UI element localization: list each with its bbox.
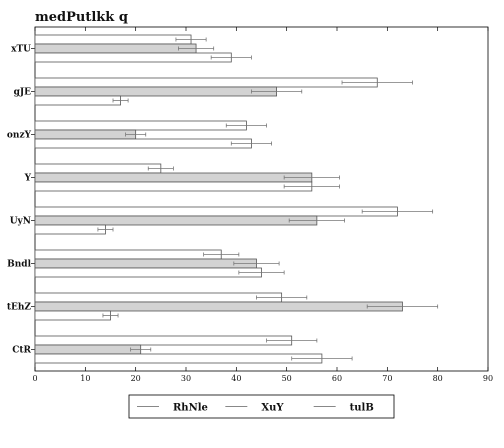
legend-label-XuY: XuY <box>261 403 284 414</box>
category-label: xTU <box>11 45 31 55</box>
bar-tulB <box>35 182 312 191</box>
bar-tulB <box>35 268 262 277</box>
category-label: Bndl <box>7 260 31 270</box>
x-tick-label: 20 <box>131 374 141 383</box>
legend-label-RhNle: RhNle <box>173 403 208 414</box>
category-label: onzY <box>7 131 32 141</box>
bar-RhNle <box>35 207 397 216</box>
bar-XuY <box>35 173 312 182</box>
bar-RhNle <box>35 35 191 44</box>
chart-title: medPutlkk q <box>35 10 128 25</box>
category-label: UyN <box>10 217 31 227</box>
category-label: CtR <box>12 346 31 356</box>
x-tick-label: 0 <box>32 374 37 383</box>
bar-tulB <box>35 53 231 62</box>
x-tick-label: 60 <box>332 374 342 383</box>
bar-XuY <box>35 216 317 225</box>
x-tick-label: 70 <box>382 374 392 383</box>
bar-XuY <box>35 130 136 139</box>
bar-XuY <box>35 44 196 53</box>
bar-RhNle <box>35 336 292 345</box>
bar-RhNle <box>35 78 377 87</box>
legend-label-tulB: tulB <box>350 403 374 414</box>
bar-XuY <box>35 259 256 268</box>
category-label: tEhZ <box>7 303 32 313</box>
bar-RhNle <box>35 164 161 173</box>
bar-tulB <box>35 354 322 363</box>
bar-tulB <box>35 225 105 234</box>
bar-RhNle <box>35 250 221 259</box>
bar-XuY <box>35 302 402 311</box>
bar-RhNle <box>35 121 246 130</box>
bar-tulB <box>35 139 251 148</box>
plot-area: 0 10 20 30 40 50 60 70 80 90 xTU gJE onzY Y UyN Bndl tEh… <box>7 27 493 383</box>
bar-tulB <box>35 96 121 105</box>
x-tick-label: 80 <box>433 374 443 383</box>
x-tick-label: 30 <box>181 374 191 383</box>
bar-XuY <box>35 87 277 96</box>
x-tick-label: 90 <box>483 374 493 383</box>
x-tick-label: 50 <box>282 374 292 383</box>
x-tick-label: 40 <box>231 374 241 383</box>
category-label: gJE <box>14 88 32 98</box>
bar-RhNle <box>35 293 282 302</box>
bar-XuY <box>35 345 141 354</box>
legend: RhNle XuY tulB <box>129 395 394 418</box>
category-label: Y <box>24 174 32 184</box>
x-tick-label: 10 <box>80 374 90 383</box>
bar-tulB <box>35 311 111 320</box>
